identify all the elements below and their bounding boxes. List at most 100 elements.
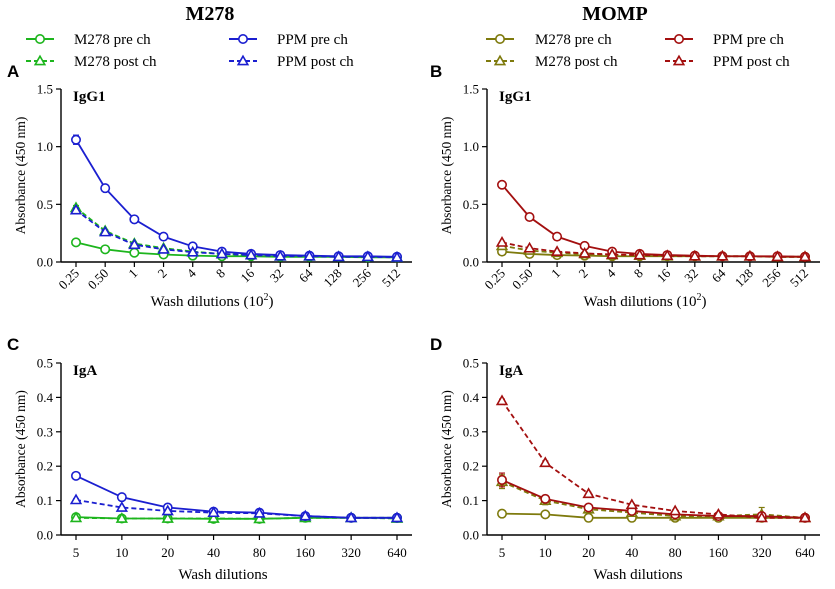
data-point xyxy=(743,249,757,261)
x-axis-label-sup: 2 xyxy=(696,292,701,303)
x-tick-label: 2 xyxy=(154,266,169,281)
data-point xyxy=(244,248,258,260)
data-point xyxy=(390,511,404,523)
data-point xyxy=(668,504,682,516)
data-point xyxy=(524,212,535,223)
y-axis-label: Absorbance (450 nm) xyxy=(439,117,454,235)
data-point xyxy=(207,506,220,518)
y-tick-label: 0.4 xyxy=(37,390,54,405)
x-tick-label: 0.25 xyxy=(55,266,82,293)
series-line xyxy=(75,499,397,519)
data-point xyxy=(116,492,127,503)
x-tick-label: 640 xyxy=(795,545,815,560)
x-tick-label: 320 xyxy=(752,545,772,560)
data-point xyxy=(496,474,507,485)
data-point xyxy=(253,512,266,524)
y-tick-label: 1.5 xyxy=(37,82,53,97)
y-tick-label: 0.5 xyxy=(37,197,53,212)
panel-a: 0.00.51.01.50.25 0.50 1 2 4 8 16 32 64 128 256 512I… xyxy=(13,82,412,310)
panel-d: 0.0 0.1 0.2 0.3 0.4 0.5 5 10 20 40 80 160 320 640 IgA A… xyxy=(439,356,820,583)
data-point xyxy=(69,493,83,505)
legend-label: M278 pre ch xyxy=(74,32,151,48)
series-line xyxy=(501,184,806,258)
x-axis-label-end: ) xyxy=(701,294,706,310)
panel-label-d: D xyxy=(430,335,442,354)
data-point xyxy=(550,245,564,257)
panel-subtitle: IgG1 xyxy=(499,89,532,105)
data-point xyxy=(606,248,619,259)
data-point xyxy=(496,508,507,519)
y-tick-label: 0.0 xyxy=(463,255,479,270)
data-point xyxy=(712,507,725,519)
series-ppm-pre-ch xyxy=(496,179,810,262)
series-m278-pre-ch xyxy=(71,237,402,263)
data-point xyxy=(798,511,812,523)
data-point xyxy=(186,245,199,257)
data-point xyxy=(69,511,83,523)
panel-b: 0.00.51.01.50.25 0.50 1 2 4 8 16 32 64 128 256 512I… xyxy=(439,82,820,310)
legend-marker xyxy=(672,54,686,66)
series-ppm-post-ch xyxy=(495,394,812,523)
legend-right: M278 pre ch PPM pre ch M278 post ch PPM … xyxy=(535,32,790,70)
data-point xyxy=(688,249,701,261)
x-tick-label: 20 xyxy=(161,545,174,560)
data-point xyxy=(253,506,266,518)
x-axis-label-end: ) xyxy=(268,294,273,310)
legend-label: PPM pre ch xyxy=(713,32,784,48)
x-tick-label: 40 xyxy=(625,545,638,560)
x-axis-label: Wash dilutions xyxy=(593,567,682,583)
panel-label-c: C xyxy=(7,335,19,354)
legend-marker xyxy=(493,54,507,66)
panel-label-a: A xyxy=(7,62,19,81)
data-point xyxy=(71,237,82,248)
series-line xyxy=(75,209,398,259)
right-title: MOMP xyxy=(582,3,648,25)
data-point xyxy=(274,249,287,261)
x-axis-label-text: Wash dilutions xyxy=(593,567,682,583)
x-tick-label: 16 xyxy=(237,265,257,285)
legend-marker xyxy=(673,33,684,44)
data-point xyxy=(157,242,170,254)
x-tick-label: 8 xyxy=(631,266,646,281)
series-ppm-post-ch xyxy=(495,235,812,262)
x-tick-label: 32 xyxy=(681,266,701,286)
series-line xyxy=(501,480,806,519)
y-axis-label: Absorbance (450 nm) xyxy=(13,117,28,235)
x-tick-label: 64 xyxy=(296,265,316,285)
x-tick-label: 5 xyxy=(73,545,80,560)
y-tick-label: 1.0 xyxy=(37,139,53,154)
data-point xyxy=(332,250,345,262)
y-tick-label: 0.0 xyxy=(37,255,53,270)
data-point xyxy=(798,250,812,262)
y-tick-label: 0.5 xyxy=(37,356,53,371)
y-tick-label: 0.1 xyxy=(463,493,479,508)
data-point xyxy=(771,250,784,262)
y-tick-label: 0.3 xyxy=(463,424,479,439)
data-point xyxy=(128,238,141,250)
x-tick-label: 10 xyxy=(115,545,128,560)
data-point xyxy=(523,241,536,253)
data-point xyxy=(71,134,82,145)
series-ppm-pre-ch xyxy=(71,134,402,262)
x-axis-label-text: Wash dilutions (10 xyxy=(584,294,697,310)
x-tick-label: 4 xyxy=(184,265,200,281)
y-tick-label: 0.5 xyxy=(463,197,479,212)
legend-label: M278 pre ch xyxy=(535,32,612,48)
y-tick-label: 0.2 xyxy=(37,459,53,474)
legend-label: PPM post ch xyxy=(713,54,790,70)
y-tick-label: 0.5 xyxy=(463,356,479,371)
y-tick-label: 0.0 xyxy=(37,528,53,543)
data-point xyxy=(583,512,594,523)
series-ppm-post-ch xyxy=(69,493,404,523)
x-axis-label: Wash dilutions (102) xyxy=(584,292,707,310)
data-point xyxy=(578,246,591,258)
legend-left: M278 pre ch PPM pre ch M278 post ch PPM … xyxy=(74,32,354,70)
data-point xyxy=(161,504,174,516)
data-point xyxy=(540,509,551,520)
panel-subtitle: IgA xyxy=(73,363,97,379)
x-tick-label: 320 xyxy=(341,545,361,560)
y-axis-label: Absorbance (450 nm) xyxy=(13,390,28,508)
x-tick-label: 256 xyxy=(350,265,375,290)
x-tick-label: 2 xyxy=(576,266,591,281)
legend-label: PPM post ch xyxy=(277,54,354,70)
